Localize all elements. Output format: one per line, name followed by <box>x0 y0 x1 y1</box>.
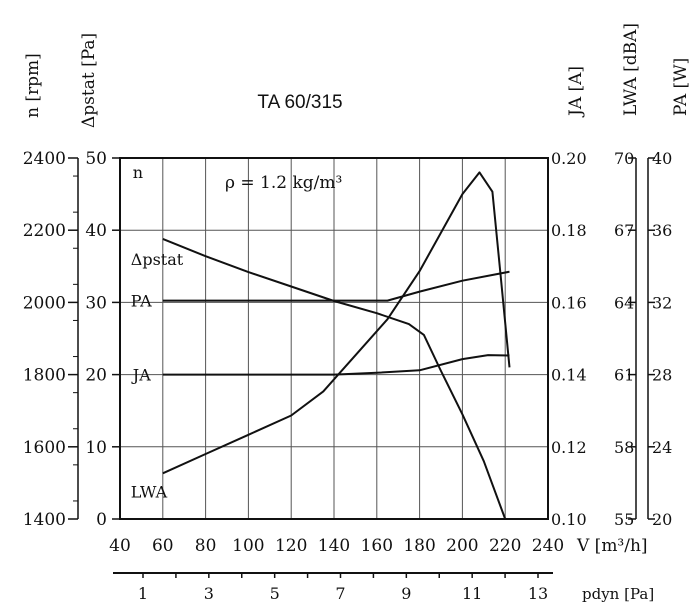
x-tick-label: 200 <box>446 536 478 556</box>
lwa-tick-label: 67 <box>614 221 634 240</box>
x-tick-label: 80 <box>195 536 217 556</box>
lwa-tick-label: 58 <box>614 438 634 457</box>
lwa-tick-label: 70 <box>614 149 634 168</box>
series-line <box>162 171 511 475</box>
series-label: JA <box>131 366 151 385</box>
n-tick-label: 2400 <box>23 149 66 169</box>
lwa-axis-label: LWA [dBA] <box>621 23 641 116</box>
x-tick-label: 240 <box>532 536 564 556</box>
series-label: PA <box>131 292 152 311</box>
ja-tick-label: 0.20 <box>551 149 587 168</box>
x-tick-label: 120 <box>275 536 307 556</box>
x-tick-label: 160 <box>361 536 393 556</box>
x-tick-label: 140 <box>318 536 350 556</box>
series-label: Δpstat <box>131 250 184 269</box>
ja-tick-label: 0.12 <box>551 438 587 457</box>
dp-tick-label: 0 <box>96 510 107 530</box>
pa-tick-label: 28 <box>652 366 672 385</box>
x2-tick-label: 5 <box>270 584 280 603</box>
dp-tick-label: 20 <box>85 366 107 386</box>
series-line <box>162 354 510 376</box>
ja-axis-label: JA [A] <box>566 66 586 118</box>
series-label: n <box>133 163 143 182</box>
x-tick-label: 40 <box>109 536 131 556</box>
ja-tick-label: 0.16 <box>551 293 587 312</box>
grid <box>120 157 548 520</box>
chart-title: TA 60/315 <box>257 92 342 113</box>
lwa-tick-label: 55 <box>614 510 634 529</box>
series-line <box>162 270 510 302</box>
series-label: LWA <box>131 482 168 501</box>
x2-tick-label: 7 <box>335 584 345 603</box>
n-tick-label: 2200 <box>23 221 66 241</box>
pa-axis-label: PA [W] <box>671 58 691 116</box>
dp-axis-label: Δpstat [Pa] <box>79 33 99 128</box>
n-axis-label: n [rpm] <box>23 53 43 118</box>
series-lines <box>162 157 511 520</box>
x2-tick-label: 11 <box>462 584 482 603</box>
x2-axis-label: pdyn [Pa] <box>582 585 654 603</box>
n-tick-label: 1400 <box>23 510 66 530</box>
n-tick-label: 2000 <box>23 293 66 313</box>
lwa-tick-label: 61 <box>614 366 634 385</box>
dp-tick-label: 40 <box>85 221 107 241</box>
dp-tick-label: 30 <box>85 293 107 313</box>
n-tick-label: 1600 <box>23 438 66 458</box>
x2-tick-label: 13 <box>528 584 548 603</box>
x2-tick-label: 9 <box>401 584 411 603</box>
x-axis-label: V [m³/h] <box>576 536 648 556</box>
ja-tick-label: 0.14 <box>551 366 587 385</box>
pa-tick-label: 20 <box>652 510 672 529</box>
x-tick-label: 100 <box>232 536 264 556</box>
x-tick-label: 60 <box>152 536 174 556</box>
ja-tick-label: 0.18 <box>551 221 587 240</box>
series-labels: n Δpstat PA JA LWA <box>131 163 184 501</box>
ja-tick-label: 0.10 <box>551 510 587 529</box>
x-tick-label: 180 <box>403 536 435 556</box>
pa-tick-label: 24 <box>652 438 672 457</box>
lwa-tick-label: 64 <box>614 293 634 312</box>
n-tick-label: 1800 <box>23 366 66 386</box>
pa-tick-label: 36 <box>652 221 672 240</box>
dp-tick-label: 50 <box>85 149 107 169</box>
x2-tick-label: 1 <box>138 584 148 603</box>
x-tick-label: 220 <box>489 536 521 556</box>
pa-tick-label: 40 <box>652 149 672 168</box>
pa-tick-label: 32 <box>652 293 672 312</box>
series-line <box>162 237 507 520</box>
density-annotation: ρ = 1.2 kg/m³ <box>225 173 342 193</box>
x2-tick-label: 3 <box>204 584 214 603</box>
dp-tick-label: 10 <box>85 438 107 458</box>
